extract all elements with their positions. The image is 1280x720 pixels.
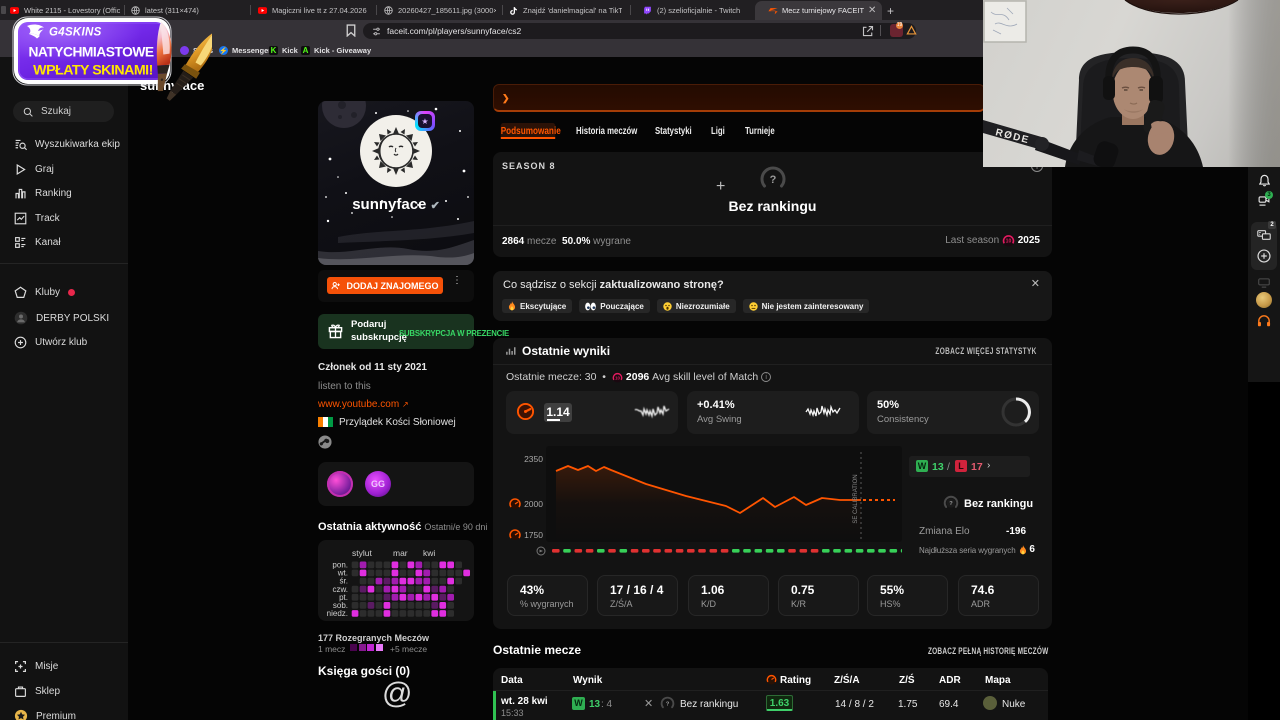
svg-text:SE CALIBRATION: SE CALIBRATION xyxy=(853,474,859,523)
svg-text:niedz.: niedz. xyxy=(327,609,348,618)
svg-text:?: ? xyxy=(666,702,670,708)
svg-text:sob.: sob. xyxy=(333,601,348,610)
svg-text:wt.: wt. xyxy=(337,569,348,578)
svg-text:mar: mar xyxy=(393,548,408,558)
svg-text:WPŁATY SKINAMI!: WPŁATY SKINAMI! xyxy=(33,63,153,79)
svg-text:2350: 2350 xyxy=(524,454,543,464)
svg-text:pon.: pon. xyxy=(332,561,348,570)
svg-text:?: ? xyxy=(770,174,777,186)
svg-text:1750: 1750 xyxy=(524,530,543,540)
svg-text:10: 10 xyxy=(615,375,620,380)
svg-text:kwi: kwi xyxy=(423,548,435,558)
svg-text:10: 10 xyxy=(1006,239,1012,245)
svg-text:czw.: czw. xyxy=(332,585,348,594)
svg-text:G4SKINS: G4SKINS xyxy=(49,27,102,39)
svg-text:pt.: pt. xyxy=(339,593,348,602)
svg-text:NATYCHMIASTOWE: NATYCHMIASTOWE xyxy=(28,45,153,60)
svg-text:śr.: śr. xyxy=(340,577,348,586)
svg-text:stylut: stylut xyxy=(352,548,372,558)
svg-text:2000: 2000 xyxy=(524,499,543,509)
svg-text:?: ? xyxy=(949,501,953,507)
